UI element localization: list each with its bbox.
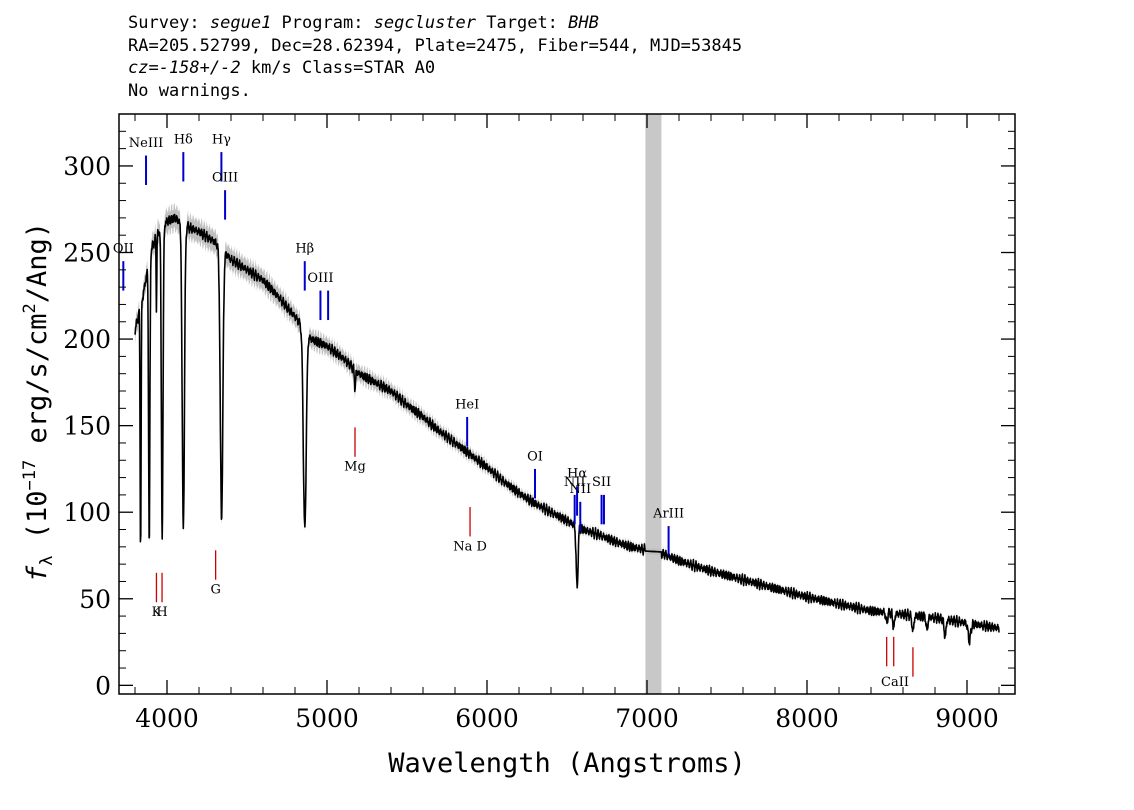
emission-line-label-OII: OII	[113, 242, 134, 257]
emission-line-label-OIII: OIII	[307, 271, 333, 286]
survey-label: Survey:	[128, 13, 210, 33]
spectrum-layer	[134, 213, 1000, 646]
absorption-line-label-K: K	[152, 605, 162, 620]
target-value: BHB	[568, 13, 599, 33]
y-label-f: f	[22, 565, 53, 582]
emission-line-label-SII: SII	[592, 475, 611, 490]
axes-layer: 4000 5000 6000 7000 8000 9000 0 50 100 150 200 250 3…	[63, 113, 1016, 733]
absorption-line-label-H: H	[156, 605, 167, 620]
emission-line-label-OIII: OIII	[212, 171, 238, 186]
emission-line-label-NII: NII	[564, 475, 586, 490]
class-text: km/s Class=STAR A0	[240, 58, 436, 78]
plot-frame	[118, 113, 1016, 695]
absorption-line-label-Mg: Mg	[344, 460, 366, 475]
y-label-body: (10	[22, 491, 53, 556]
y-tick-label: 100	[63, 498, 111, 527]
y-tick-label: 0	[95, 671, 111, 700]
survey-value: segue1	[209, 13, 272, 33]
warnings-line: No warnings.	[128, 80, 251, 101]
y-tick-label: 150	[63, 412, 111, 441]
y-tick-label: 200	[63, 325, 111, 354]
y-label-sub: λ	[37, 556, 57, 566]
y-axis-label: fλ (10−17 erg/s/cm2/Ang)	[20, 222, 57, 582]
redshift-line: cz=-158+/-2 km/s Class=STAR A0	[128, 57, 742, 80]
masked-region	[645, 114, 662, 694]
emission-line-label-Hδ: Hδ	[174, 132, 193, 147]
x-tick-label: 5000	[295, 704, 359, 733]
x-tick-label: 8000	[775, 704, 839, 733]
cz-value: cz=-158+/-2	[128, 58, 241, 78]
x-tick-label: 6000	[455, 704, 519, 733]
error-band	[135, 202, 999, 648]
x-tick-label: 7000	[615, 704, 679, 733]
masked-region-layer	[645, 114, 662, 694]
emission-line-label-NeIII: NeIII	[129, 136, 163, 151]
absorption-line-label-CaII: CaII	[881, 675, 909, 690]
emission-line-label-ArIII: ArIII	[652, 506, 684, 521]
y-tick-label: 50	[79, 585, 111, 614]
error-band-layer	[135, 202, 999, 648]
emission-line-label-Hγ: Hγ	[212, 132, 231, 147]
spectrum-line	[134, 213, 1000, 646]
target-label: Target:	[476, 13, 569, 33]
y-label-exp: −17	[20, 460, 40, 491]
emission-line-label-Hα: Hα	[567, 467, 587, 482]
x-tick-label: 9000	[935, 704, 999, 733]
spectrum-interpolated	[645, 550, 662, 553]
x-axis-label: Wavelength (Angstroms)	[388, 748, 746, 779]
emission-line-label-OI: OI	[527, 449, 543, 464]
emission-line-label-Hβ: Hβ	[295, 242, 314, 257]
y-label-mid: erg/s/cm	[22, 313, 53, 459]
emission-line-label-HeI: HeI	[455, 397, 479, 412]
emission-line-label-NII: NII	[569, 482, 591, 497]
absorption-line-label-G: G	[210, 583, 220, 598]
x-tick-label: 4000	[135, 704, 199, 733]
y-tick-label: 250	[63, 239, 111, 268]
program-label: Program:	[271, 13, 374, 33]
spectrum-header: Survey: segue1 Program: segcluster Targe…	[128, 12, 742, 102]
y-label-exp2: 2	[20, 303, 40, 313]
coordinates-line: RA=205.52799, Dec=28.62394, Plate=2475, …	[128, 35, 743, 56]
program-value: segcluster	[373, 13, 477, 33]
absorption-line-label-Na-D: Na D	[453, 539, 487, 554]
y-tick-label: 300	[63, 152, 111, 181]
survey-line: Survey: segue1 Program: segcluster Targe…	[128, 12, 742, 35]
y-label-end: /Ang)	[22, 222, 53, 303]
